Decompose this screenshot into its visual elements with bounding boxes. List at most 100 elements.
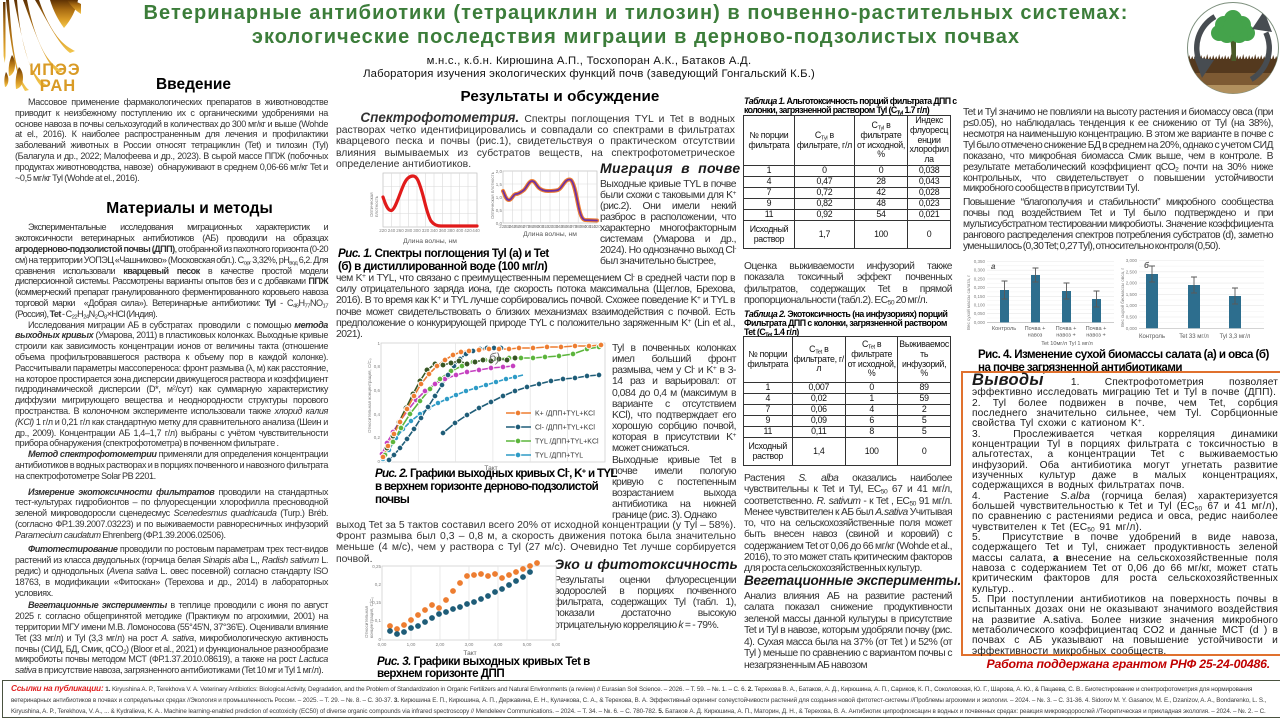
svg-text:Относительная концентрация, С/: Относительная концентрация, С/С₀ (367, 358, 372, 433)
svg-text:2,000: 2,000 (1126, 281, 1138, 286)
svg-text:Длина волны, нм: Длина волны, нм (523, 231, 577, 238)
svg-text:0: 0 (377, 459, 380, 464)
svg-text:0,150: 0,150 (974, 294, 986, 299)
svg-text:3,000: 3,000 (1126, 258, 1138, 263)
svg-text:0,350: 0,350 (974, 259, 986, 264)
svg-text:TYL /ДПП+TYL: TYL /ДПП+TYL (535, 453, 583, 460)
svg-text:1,0: 1,0 (496, 195, 503, 200)
svg-text:6,00: 6,00 (552, 642, 560, 647)
svg-text:0,25: 0,25 (372, 564, 381, 569)
svg-text:2,0: 2,0 (496, 169, 503, 174)
svg-text:300: 300 (537, 224, 545, 229)
svg-text:K+ /ДПП+TYL+KCl: K+ /ДПП+TYL+KCl (535, 411, 595, 418)
svg-text:б: б (1144, 261, 1150, 270)
svg-text:Вес сырой биомассы овса, г: Вес сырой биомассы овса, г (1119, 267, 1125, 327)
svg-text:270: 270 (523, 224, 531, 229)
svg-text:390: 390 (579, 224, 587, 229)
svg-text:Почва +: Почва + (1056, 326, 1077, 332)
svg-text:340: 340 (430, 228, 438, 233)
svg-text:3,00: 3,00 (465, 642, 474, 647)
svg-text:0,2: 0,2 (375, 582, 382, 587)
svg-text:240: 240 (388, 228, 396, 233)
svg-text:4,00: 4,00 (494, 642, 503, 647)
svg-text:0,2: 0,2 (374, 435, 381, 440)
svg-text:300: 300 (413, 228, 421, 233)
svg-text:1,500: 1,500 (1126, 292, 1138, 297)
svg-text:РАН: РАН (40, 77, 76, 95)
svg-text:1,5: 1,5 (496, 182, 503, 187)
svg-text:250: 250 (513, 224, 521, 229)
svg-text:320: 320 (546, 224, 554, 229)
svg-text:380: 380 (447, 228, 455, 233)
svg-text:Tet 10мг/л Tyl 1 мг/л: Tet 10мг/л Tyl 1 мг/л (1041, 341, 1093, 347)
svg-text:5,00: 5,00 (523, 642, 532, 647)
svg-text:400: 400 (456, 228, 464, 233)
svg-text:концентрация, С/С₀: концентрация, С/С₀ (369, 597, 374, 638)
svg-text:440: 440 (472, 228, 480, 233)
svg-text:0,100: 0,100 (974, 303, 986, 308)
svg-text:330: 330 (551, 224, 559, 229)
svg-text:290: 290 (532, 224, 540, 229)
svg-text:б): б) (489, 351, 500, 365)
svg-text:TYL /ДПП+TYL+KCl: TYL /ДПП+TYL+KCl (535, 439, 599, 446)
svg-text:Cl- /ДПП+TYL+KCl: Cl- /ДПП+TYL+KCl (535, 425, 595, 432)
svg-text:0,000: 0,000 (1126, 326, 1138, 331)
svg-text:плотность: плотность (374, 195, 379, 217)
svg-text:380: 380 (574, 224, 582, 229)
svg-text:1,00: 1,00 (407, 642, 416, 647)
svg-text:0,300: 0,300 (974, 268, 986, 273)
svg-text:1: 1 (377, 341, 380, 346)
svg-text:Оптическая: Оптическая (369, 192, 374, 217)
svg-text:0: 0 (378, 637, 381, 642)
svg-text:0,6: 0,6 (374, 388, 381, 393)
svg-text:280: 280 (405, 228, 413, 233)
svg-text:260: 260 (518, 224, 526, 229)
svg-text:410: 410 (589, 224, 597, 229)
svg-text:370: 370 (570, 224, 578, 229)
svg-text:2,00: 2,00 (436, 642, 445, 647)
svg-text:навоз +: навоз + (1086, 333, 1106, 339)
svg-text:350: 350 (560, 224, 568, 229)
svg-text:Контроль: Контроль (992, 326, 1016, 332)
svg-text:220: 220 (499, 224, 507, 229)
svg-text:Такт: Такт (463, 650, 476, 657)
svg-text:0,250: 0,250 (974, 276, 986, 281)
svg-text:Длина волны, нм: Длина волны, нм (403, 238, 457, 245)
svg-text:0,8: 0,8 (374, 364, 381, 369)
svg-text:0,5: 0,5 (496, 208, 503, 213)
svg-text:Такт: Такт (484, 465, 497, 472)
svg-text:0,000: 0,000 (974, 320, 986, 325)
svg-text:310: 310 (542, 224, 550, 229)
svg-text:420: 420 (593, 224, 601, 229)
svg-text:260: 260 (396, 228, 404, 233)
svg-text:Почва +: Почва + (1086, 326, 1107, 332)
svg-text:ИПЭЭ: ИПЭЭ (29, 61, 80, 79)
svg-text:навоз: навоз (1028, 333, 1043, 339)
svg-text:280: 280 (527, 224, 535, 229)
svg-text:Оптическая плотность: Оптическая плотность (490, 171, 495, 219)
svg-text:0,200: 0,200 (974, 285, 986, 290)
svg-text:навоз +: навоз + (1056, 333, 1076, 339)
svg-text:Контроль: Контроль (1139, 334, 1165, 340)
svg-text:Tyl 3,3 мг/л: Tyl 3,3 мг/л (1220, 334, 1251, 340)
svg-text:340: 340 (556, 224, 564, 229)
svg-text:Tet 33 мг/л: Tet 33 мг/л (1179, 334, 1209, 340)
svg-text:2,500: 2,500 (1126, 269, 1138, 274)
svg-text:Почва +: Почва + (1025, 326, 1046, 332)
svg-text:а: а (991, 262, 996, 271)
svg-text:360: 360 (439, 228, 447, 233)
svg-text:0,500: 0,500 (1126, 315, 1138, 320)
svg-text:240: 240 (509, 224, 517, 229)
svg-text:0,1: 0,1 (375, 618, 382, 623)
svg-text:0,4: 0,4 (374, 412, 381, 417)
svg-text:400: 400 (584, 224, 592, 229)
svg-text:Относительная: Относительная (364, 605, 369, 638)
svg-text:0,00: 0,00 (378, 642, 387, 647)
svg-text:0,050: 0,050 (974, 311, 986, 316)
svg-text:420: 420 (464, 228, 472, 233)
svg-text:Вес сухой массы салата, г: Вес сухой массы салата, г (965, 275, 971, 330)
svg-text:0,0: 0,0 (496, 221, 503, 226)
svg-text:1,000: 1,000 (1126, 303, 1138, 308)
svg-text:230: 230 (504, 224, 512, 229)
svg-text:360: 360 (565, 224, 573, 229)
